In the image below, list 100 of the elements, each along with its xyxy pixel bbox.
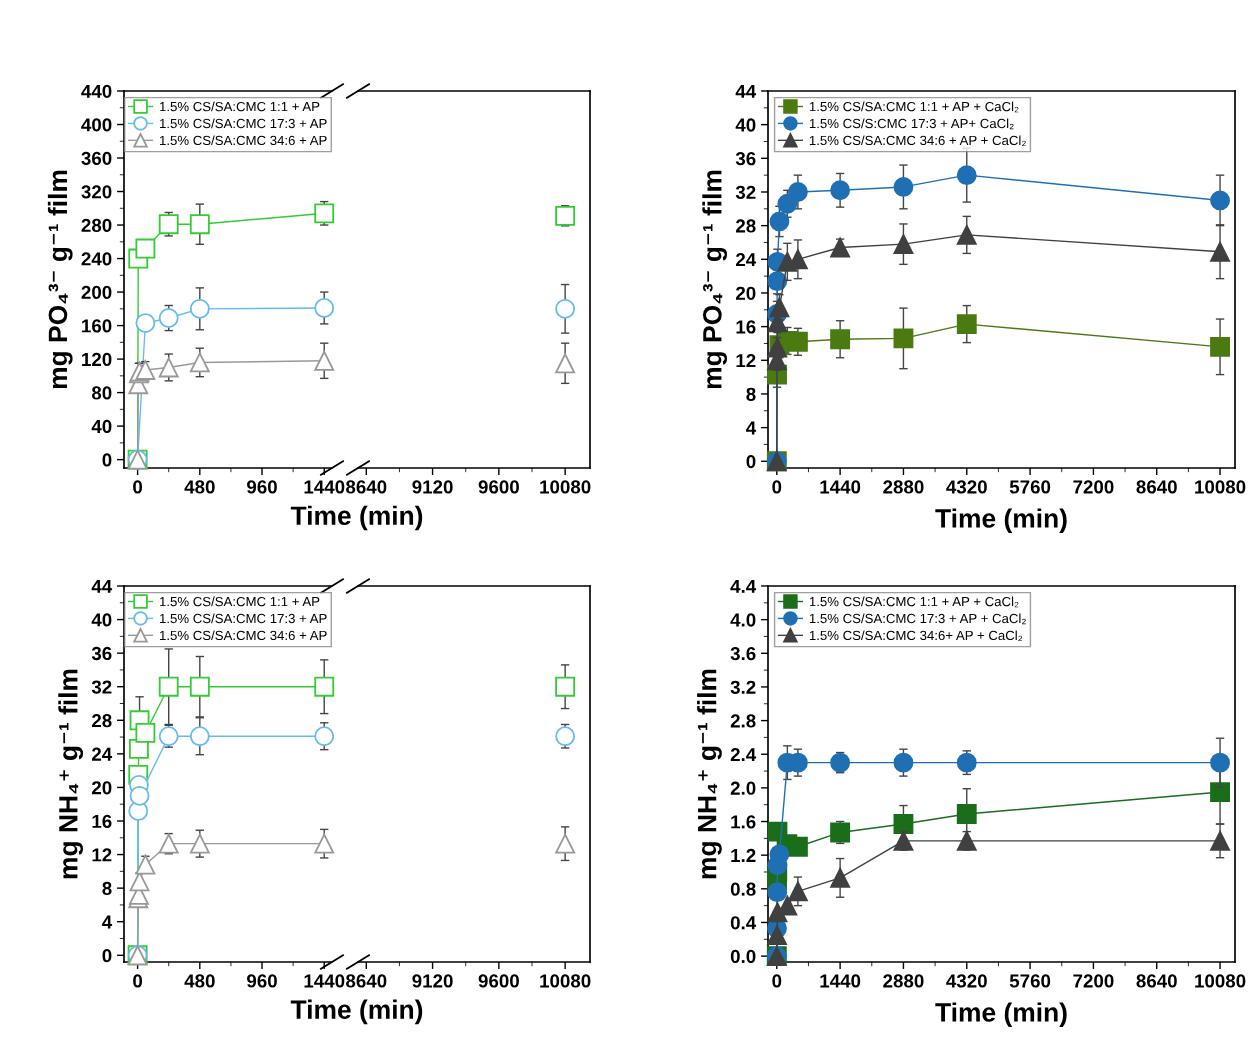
legend-label: 1.5% CS/SA:CMC 1:1 + AP [160, 596, 320, 607]
y-tick-label: 1.2 [731, 848, 756, 862]
legend-label: 1.5% CS/SA:CMC 34:6 + AP [160, 630, 327, 641]
legend-label: 1.5% CS/SA:CMC 34:6 + AP + CaCl₂ [809, 135, 1026, 147]
x-axis-title: Time (min) [935, 1002, 1067, 1027]
legend-label: 1.5% CS/SA:CMC 34:6 + AP [160, 135, 327, 146]
x-tick-label: 7200 [1073, 480, 1114, 494]
y-tick-label: 40 [91, 419, 112, 434]
x-tick-label: 8640 [1136, 480, 1177, 494]
x-tick-label: 9120 [412, 480, 453, 494]
y-tick-label: 0 [746, 454, 756, 469]
y-tick-label: 2.4 [730, 747, 757, 762]
legend-label: 1.5% CS/SA:CMC 17:3 + AP [160, 118, 327, 129]
y-tick-label: 32 [91, 680, 112, 694]
x-tick-label: 8640 [346, 480, 387, 494]
y-tick-label: 28 [735, 219, 756, 233]
x-tick-label: 4320 [946, 974, 987, 988]
x-tick-label: 1440 [820, 480, 861, 494]
x-tick-label: 9600 [478, 974, 519, 988]
y-tick-label: 80 [91, 386, 112, 400]
x-tick-label: 960 [247, 480, 277, 494]
x-tick-label: 0 [133, 974, 143, 988]
legend-label: 1.5% CS/SA:CMC 17:3 + AP + CaCl₂ [809, 613, 1026, 625]
x-tick-label: 0 [772, 974, 782, 988]
y-tick-label: 44 [735, 84, 757, 98]
legend-label: 1.5% CS/SA:CMC 1:1 + AP + CaCl₂ [809, 101, 1019, 113]
y-tick-label: 0 [102, 453, 112, 467]
x-tick-label: 10080 [1195, 480, 1246, 494]
y-tick-label: 36 [91, 646, 112, 661]
x-tick-label: 4320 [946, 480, 987, 494]
y-tick-label: 40 [91, 613, 112, 627]
y-tick-label: 2.8 [730, 714, 756, 728]
y-tick-label: 240 [81, 252, 112, 266]
y-tick-label: 12 [92, 848, 112, 862]
y-tick-label: 36 [735, 152, 756, 166]
x-tick-label: 8640 [1136, 974, 1177, 988]
legend-label: 1.5% CS/S:CMC 17:3 + AP+ CaCl₂ [809, 118, 1014, 130]
x-tick-label: 960 [247, 974, 277, 988]
legend-label: 1.5% CS/SA:CMC 1:1 + AP [160, 101, 320, 112]
legend-label: 1.5% CS/SA:CMC 34:6+ AP + CaCl₂ [809, 630, 1023, 642]
x-tick-label: 0 [133, 480, 143, 494]
x-tick-label: 10080 [540, 480, 591, 494]
y-tick-label: 4.4 [730, 579, 757, 593]
y-tick-label: 160 [82, 319, 112, 333]
y-tick-label: 400 [81, 118, 112, 132]
x-tick-label: 5760 [1009, 974, 1051, 988]
x-axis-title: Time (min) [290, 505, 423, 531]
x-tick-label: 1440 [304, 974, 345, 988]
x-tick-label: 0 [772, 480, 782, 494]
legend-label: 1.5% CS/SA:CMC 1:1 + AP + CaCl₂ [809, 596, 1019, 608]
y-tick-label: 4 [102, 915, 113, 929]
y-tick-label: 28 [91, 713, 112, 728]
y-tick-label: 20 [735, 286, 756, 300]
y-tick-label: 120 [82, 352, 112, 367]
y-tick-label: 200 [81, 285, 112, 300]
y-tick-label: 440 [81, 84, 112, 98]
y-tick-label: 4.0 [730, 613, 756, 627]
y-tick-label: 280 [81, 218, 112, 233]
y-tick-label: 16 [92, 814, 112, 828]
x-tick-label: 7200 [1073, 974, 1114, 988]
x-tick-label: 480 [184, 480, 215, 494]
x-tick-label: 5760 [1009, 480, 1051, 494]
y-tick-label: 0.0 [730, 949, 756, 964]
y-tick-label: 4 [746, 421, 757, 435]
y-axis-title: mg NH₄⁺ g⁻¹ film [697, 669, 722, 879]
x-tick-label: 10080 [1195, 974, 1246, 988]
x-axis-title: Time (min) [935, 508, 1067, 533]
y-tick-label: 12 [736, 353, 756, 368]
y-tick-label: 24 [735, 253, 757, 267]
x-axis-title: Time (min) [290, 999, 423, 1025]
x-tick-label: 1440 [820, 974, 861, 988]
x-tick-label: 2880 [883, 480, 924, 494]
y-tick-label: 2.0 [730, 781, 756, 795]
legend-label: 1.5% CS/SA:CMC 17:3 + AP [160, 613, 327, 624]
y-axis-title: mg PO₄³⁻ g⁻¹ film [47, 170, 73, 389]
x-tick-label: 2880 [883, 974, 924, 988]
x-tick-label: 8640 [346, 974, 387, 988]
y-axis-title: mg PO₄³⁻ g⁻¹ film [702, 170, 728, 389]
y-tick-label: 40 [735, 118, 756, 132]
y-tick-label: 16 [736, 320, 756, 334]
y-tick-label: 20 [91, 781, 112, 795]
y-tick-label: 8 [102, 881, 112, 896]
y-axis-title: mg NH₄⁺ g⁻¹ film [58, 669, 84, 879]
y-tick-label: 0.4 [730, 916, 757, 930]
y-tick-label: 320 [81, 185, 112, 199]
y-tick-label: 3.6 [730, 646, 756, 661]
y-tick-label: 1.6 [731, 815, 756, 829]
y-tick-label: 360 [81, 151, 112, 166]
y-tick-label: 8 [746, 387, 756, 401]
y-tick-label: 24 [91, 747, 113, 761]
y-tick-label: 0 [102, 948, 112, 963]
y-tick-label: 0.8 [730, 882, 756, 896]
x-tick-label: 9120 [412, 974, 453, 988]
x-tick-label: 1440 [304, 480, 345, 494]
y-tick-label: 44 [91, 579, 113, 593]
y-tick-label: 3.2 [730, 680, 756, 694]
x-tick-label: 10080 [540, 974, 591, 988]
y-tick-label: 32 [735, 185, 756, 199]
x-tick-label: 480 [184, 974, 215, 988]
x-tick-label: 9600 [478, 480, 519, 494]
